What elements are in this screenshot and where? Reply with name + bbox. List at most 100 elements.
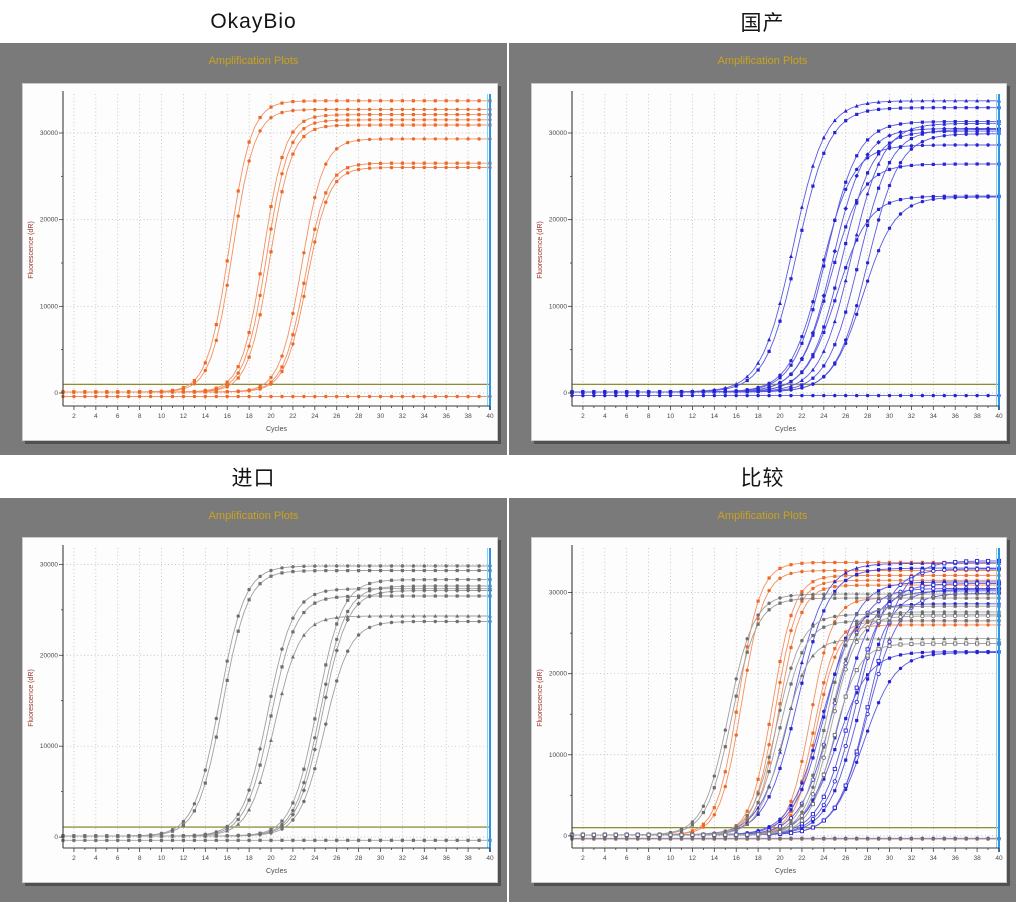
svg-text:2: 2 [72,413,76,420]
svg-text:40: 40 [486,855,494,862]
svg-text:28: 28 [864,855,872,862]
svg-text:38: 38 [973,855,981,862]
svg-text:34: 34 [930,413,938,420]
svg-text:8: 8 [138,413,142,420]
svg-text:34: 34 [421,855,429,862]
svg-text:Fluorescence (dR): Fluorescence (dR) [537,669,544,727]
svg-text:20: 20 [776,413,784,420]
svg-text:28: 28 [355,855,363,862]
svg-text:38: 38 [464,855,472,862]
svg-text:14: 14 [202,855,210,862]
svg-text:10: 10 [158,855,166,862]
svg-text:14: 14 [711,413,719,420]
svg-text:32: 32 [399,855,407,862]
svg-text:6: 6 [625,855,629,862]
amplification-chart-jinkou: 2 4 6 8 10 12 14 16 18 20 22 24 26 28 30 32 34 36 38 400100… [28,545,494,875]
svg-text:16: 16 [224,855,232,862]
svg-text:2: 2 [72,855,76,862]
panel-guochan: Amplification Plots 2 4 6 8 10 12 14 16 18 20 22 24… [509,43,1016,455]
svg-text:32: 32 [399,413,407,420]
panel-okaybio: Amplification Plots 2 4 6 8 10 12 14 16 18 20 22 24… [0,43,507,455]
amplification-chart-okaybio: 2 4 6 8 10 12 14 16 18 20 22 24 26 28 30 32 34 36 38 400100… [28,91,494,433]
cell-title-okaybio: OkayBio [0,0,507,43]
panel-jinkou: Amplification Plots 2 4 6 8 10 12 14 16 18 20 22 24… [0,498,507,902]
svg-text:12: 12 [689,855,697,862]
svg-text:16: 16 [733,855,741,862]
svg-text:Fluorescence (dR): Fluorescence (dR) [28,221,35,279]
svg-text:26: 26 [842,413,850,420]
svg-text:14: 14 [711,855,719,862]
svg-text:14: 14 [202,413,210,420]
svg-text:0: 0 [563,390,567,397]
svg-text:30: 30 [886,413,894,420]
svg-text:12: 12 [180,413,188,420]
chart-box-bijiao: 2 4 6 8 10 12 14 16 18 20 22 24 26 28 30 32 34 36 38 40 0 100… [531,537,1007,883]
svg-text:34: 34 [421,413,429,420]
svg-text:0: 0 [563,833,567,840]
svg-text:10: 10 [667,855,675,862]
svg-text:20000: 20000 [549,217,567,224]
plot-header-okaybio: Amplification Plots [208,55,299,67]
chart-box-guochan: 2 4 6 8 10 12 14 16 18 20 22 24 26 28 30 32 34 36 38 40 0 100… [531,83,1007,441]
svg-text:20: 20 [776,855,784,862]
svg-text:10000: 10000 [549,752,567,759]
svg-text:4: 4 [603,855,607,862]
svg-text:38: 38 [973,413,981,420]
svg-text:6: 6 [116,855,120,862]
svg-text:40: 40 [995,855,1003,862]
svg-text:26: 26 [333,413,341,420]
svg-text:18: 18 [246,855,254,862]
svg-text:30: 30 [377,413,385,420]
svg-text:Fluorescence (dR): Fluorescence (dR) [28,669,35,727]
svg-text:Cycles: Cycles [775,426,797,433]
svg-text:4: 4 [94,413,98,420]
svg-text:22: 22 [798,855,806,862]
svg-text:24: 24 [311,413,319,420]
svg-text:10000: 10000 [549,303,567,310]
svg-text:30000: 30000 [549,130,567,137]
svg-text:20000: 20000 [549,671,567,678]
svg-text:20: 20 [267,855,275,862]
svg-text:30: 30 [377,855,385,862]
svg-text:2: 2 [581,855,585,862]
cell-okaybio: OkayBio Amplification Plots 2 4 6 8 10 12 14 16… [0,0,507,455]
svg-text:18: 18 [755,413,763,420]
svg-text:28: 28 [355,413,363,420]
svg-text:20: 20 [267,413,275,420]
amplification-chart-guochan: 2 4 6 8 10 12 14 16 18 20 22 24 26 28 30 32 34 36 38 400100… [537,91,1003,433]
svg-text:10: 10 [158,413,166,420]
svg-text:0: 0 [54,834,58,841]
svg-text:18: 18 [755,855,763,862]
svg-text:36: 36 [443,855,451,862]
svg-text:40: 40 [995,413,1003,420]
chart-box-okaybio: 2 4 6 8 10 12 14 16 18 20 22 24 26 28 30 32 34 36 38 40 0 100… [22,83,498,441]
svg-text:30000: 30000 [40,561,58,568]
svg-text:10: 10 [667,413,675,420]
cell-title-bijiao: 比较 [509,455,1016,498]
svg-text:18: 18 [246,413,254,420]
svg-text:16: 16 [224,413,232,420]
svg-text:30: 30 [886,855,894,862]
svg-text:32: 32 [908,855,916,862]
svg-text:24: 24 [820,413,828,420]
svg-text:36: 36 [443,413,451,420]
cell-bijiao: 比较 Amplification Plots 2 4 6 8 10 12 14 16 18 20 2… [509,455,1016,902]
svg-text:26: 26 [842,855,850,862]
svg-text:22: 22 [798,413,806,420]
svg-text:36: 36 [952,855,960,862]
plot-header-jinkou: Amplification Plots [208,510,299,522]
svg-text:34: 34 [930,855,938,862]
svg-text:24: 24 [311,855,319,862]
chart-box-jinkou: 2 4 6 8 10 12 14 16 18 20 22 24 26 28 30 32 34 36 38 40 0 100… [22,537,498,883]
svg-text:30000: 30000 [549,590,567,597]
cell-title-jinkou: 进口 [0,455,507,498]
svg-text:40: 40 [486,413,494,420]
svg-text:22: 22 [289,413,297,420]
cell-guochan: 国产 Amplification Plots 2 4 6 8 10 12 14 16 18 20 2… [509,0,1016,455]
svg-text:6: 6 [116,413,120,420]
plot-header-guochan: Amplification Plots [717,55,808,67]
svg-text:12: 12 [180,855,188,862]
svg-text:2: 2 [581,413,585,420]
svg-text:0: 0 [54,390,58,397]
